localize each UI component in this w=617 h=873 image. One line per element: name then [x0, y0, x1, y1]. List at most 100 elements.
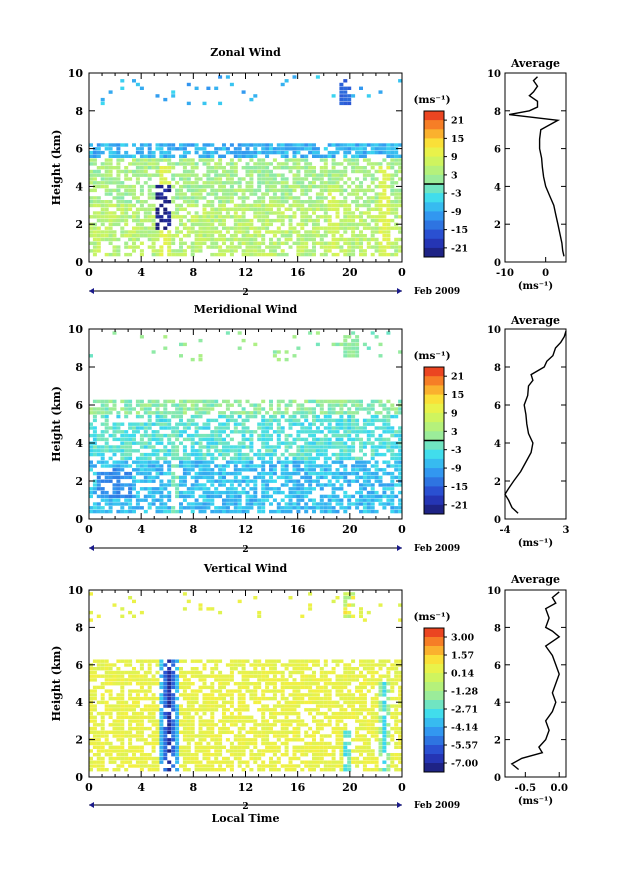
date-label: Feb 2009 [414, 544, 460, 554]
heatmap-cell [108, 411, 113, 415]
heatmap-cell [151, 234, 156, 238]
heatmap-cell [374, 437, 379, 442]
heatmap-cell [355, 177, 360, 181]
heatmap-cell [139, 760, 144, 764]
heatmap-cell [339, 487, 344, 491]
heatmap-cell [351, 430, 356, 434]
heatmap-cell [327, 218, 332, 223]
heatmap-cell [265, 150, 270, 155]
heatmap-cell [249, 768, 254, 772]
heatmap-cell [89, 768, 93, 772]
heatmap-cell [186, 708, 191, 712]
heatmap-cell [359, 196, 363, 200]
heatmap-cell [132, 241, 136, 245]
heatmap-cell [206, 234, 211, 238]
heatmap-cell [179, 215, 183, 219]
heatmap-cell [280, 441, 285, 445]
heatmap-cell [112, 696, 117, 701]
heatmap-cell [182, 719, 187, 723]
heatmap-cell [229, 188, 234, 193]
heatmap-cell [370, 483, 375, 487]
heatmap-cell [249, 181, 254, 185]
heatmap-cell [116, 237, 121, 242]
heatmap-cell [304, 730, 309, 734]
heatmap-cell [347, 741, 352, 746]
heatmap-cell [292, 749, 297, 753]
heatmap-cell [214, 433, 219, 438]
heatmap-cell [347, 483, 352, 487]
heatmap-cell [132, 245, 136, 249]
heatmap-cell [171, 430, 176, 434]
heatmap-cell [355, 166, 360, 170]
heatmap-cell [218, 162, 223, 166]
heatmap-cell [179, 753, 183, 757]
heatmap-cell [92, 449, 97, 453]
heatmap-cell [390, 188, 395, 193]
heatmap-cell [269, 169, 273, 174]
heatmap-cell [143, 211, 148, 215]
heatmap-cell [112, 331, 117, 335]
heatmap-cell [378, 719, 383, 723]
heatmap-cell [233, 708, 238, 712]
heatmap-cell [218, 490, 223, 495]
heatmap-cell [339, 218, 344, 223]
heatmap-cell [331, 143, 336, 147]
heatmap-cell [124, 200, 129, 204]
heatmap-cell [206, 449, 211, 453]
heatmap-cell [265, 738, 270, 742]
heatmap-cell [323, 509, 328, 514]
heatmap-cell [292, 437, 297, 442]
heatmap-cell [261, 490, 266, 495]
heatmap-cell [308, 218, 313, 223]
heatmap-cell [315, 708, 320, 712]
heatmap-cell [323, 441, 328, 445]
heatmap-cell [92, 723, 97, 727]
heatmap-cell [147, 475, 152, 480]
heatmap-cell [202, 203, 207, 208]
heatmap-cell [347, 418, 352, 423]
heatmap-cell [366, 711, 371, 716]
heatmap-cell [241, 426, 246, 430]
heatmap-cell [272, 350, 277, 354]
heatmap-cell [245, 188, 250, 193]
panel-title: Meridional Wind [194, 303, 298, 316]
heatmap-cell [92, 430, 97, 434]
heatmap-cell [269, 756, 273, 761]
profile-y-tick-label: 6 [494, 401, 501, 412]
heatmap-cell [116, 509, 121, 514]
heatmap-cell [257, 230, 262, 234]
heatmap-cell [147, 464, 152, 468]
heatmap-cell [272, 147, 277, 151]
heatmap-cell [229, 403, 234, 407]
heatmap-cell [272, 723, 277, 727]
heatmap-cell [331, 509, 336, 514]
heatmap-cell [308, 498, 313, 502]
heatmap-cell [335, 456, 340, 461]
heatmap-cell [249, 150, 254, 155]
heatmap-cell [214, 708, 219, 712]
heatmap-cell [120, 711, 125, 716]
heatmap-cell [151, 166, 156, 170]
heatmap-cell [331, 445, 336, 449]
heatmap-cell [331, 760, 336, 764]
heatmap-cell [167, 449, 172, 453]
heatmap-cell [92, 196, 97, 200]
heatmap-cell [155, 422, 160, 426]
heatmap-cell [386, 494, 391, 499]
heatmap-cell [237, 218, 242, 223]
heatmap-cell [225, 211, 230, 215]
heatmap-cell [351, 249, 356, 253]
heatmap-cell [284, 230, 289, 234]
heatmap-cell [128, 464, 133, 468]
heatmap-cell [382, 192, 387, 196]
heatmap-cell [370, 498, 375, 502]
heatmap-cell [179, 711, 183, 716]
heatmap-cell [167, 704, 172, 708]
heatmap-cell [163, 738, 168, 742]
heatmap-cell [335, 230, 340, 234]
heatmap-cell [343, 506, 348, 510]
heatmap-cell [135, 471, 140, 476]
heatmap-cell [92, 437, 97, 442]
heatmap-cell [151, 203, 156, 208]
heatmap-cell [120, 437, 125, 442]
